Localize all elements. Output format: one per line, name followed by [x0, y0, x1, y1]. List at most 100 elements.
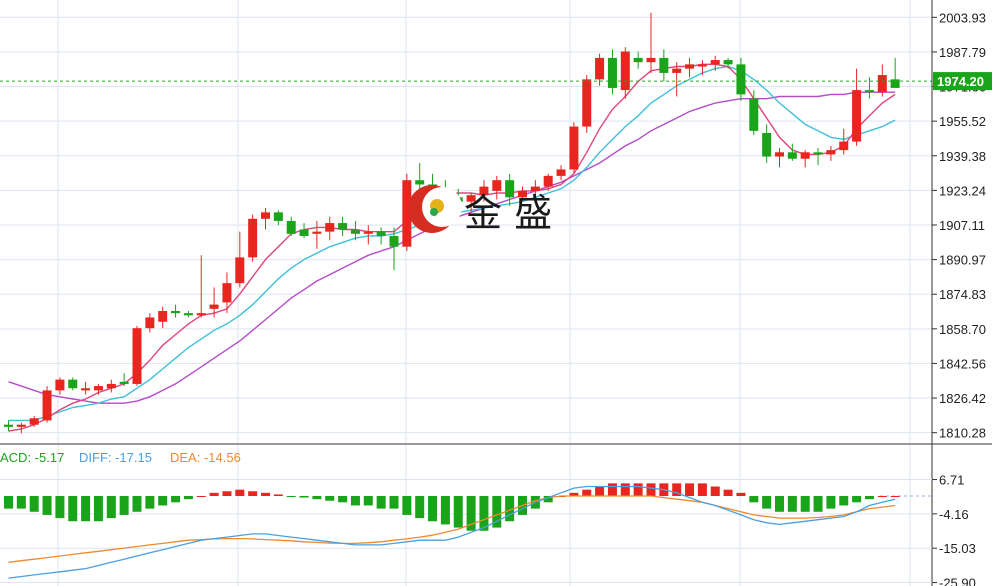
price-tick-label: 1907.11: [939, 218, 985, 233]
price-panel: [0, 0, 932, 444]
candle-body: [119, 381, 129, 384]
candle-body: [775, 152, 784, 157]
candle: [556, 165, 566, 181]
macd-bar: [492, 496, 502, 528]
candle: [350, 220, 360, 241]
candle-body: [222, 283, 232, 303]
candle: [106, 379, 116, 393]
macd-bar: [762, 496, 772, 509]
candle-body: [68, 379, 78, 389]
macd-tick-label: -15.03: [939, 541, 976, 556]
candle-body: [530, 186, 540, 191]
candle: [235, 231, 245, 288]
candle: [890, 57, 900, 88]
candle: [312, 220, 322, 249]
candle: [839, 128, 849, 155]
candle: [68, 377, 78, 391]
candle: [646, 12, 656, 73]
candle: [466, 193, 476, 213]
macd-bar: [775, 496, 784, 512]
macd-bar: [402, 496, 412, 515]
macd-bar: [415, 496, 425, 519]
price-tick-label: 1923.24: [939, 183, 986, 198]
dea-value-label: DEA: -14.56: [170, 450, 241, 465]
candle-body: [261, 212, 270, 219]
candle-body: [145, 317, 155, 329]
candle-body: [864, 90, 874, 93]
macd-bar: [890, 496, 900, 497]
candle: [620, 47, 630, 99]
macd-bar: [171, 496, 181, 503]
candle: [29, 416, 39, 427]
macd-bar: [338, 496, 348, 503]
macd-bar: [723, 489, 733, 496]
macd-bar: [582, 489, 592, 496]
macd-bar: [93, 496, 103, 522]
candle-body: [852, 90, 862, 142]
candle: [762, 124, 772, 164]
candle-body: [158, 311, 168, 322]
candle-body: [273, 212, 283, 221]
candle-body: [556, 169, 566, 176]
macd-bar: [55, 496, 65, 519]
candle-body: [813, 152, 823, 155]
candle-body: [659, 57, 669, 73]
price-axis-ticks: 2003.931987.791971.661955.521939.381923.…: [932, 10, 986, 441]
macd-bar: [42, 496, 52, 515]
candle-body: [672, 68, 682, 73]
candle: [492, 175, 502, 200]
candle: [42, 386, 52, 423]
candle-body: [183, 313, 193, 316]
price-tick-label: 1874.83: [939, 287, 986, 302]
candle-body: [248, 218, 258, 258]
macd-bar: [800, 496, 810, 512]
candle: [813, 148, 823, 166]
candle: [171, 304, 181, 318]
price-tick-label: 1842.56: [939, 356, 986, 371]
candle-body: [415, 180, 425, 185]
candle: [222, 272, 232, 314]
macd-bar: [543, 496, 553, 503]
candle: [787, 143, 797, 161]
candle-body: [839, 141, 849, 151]
diff-line: [8, 485, 896, 579]
candle-body: [29, 418, 39, 425]
price-tick-label: 1987.79: [939, 45, 986, 60]
candle-body: [350, 229, 360, 234]
candle: [261, 208, 270, 230]
candle: [209, 287, 219, 318]
macd-bar: [749, 496, 759, 503]
candle-body: [325, 223, 335, 232]
macd-bar: [672, 483, 682, 496]
macd-bar: [376, 496, 386, 509]
macd-bar: [710, 486, 720, 496]
macd-bar: [839, 496, 849, 506]
macd-bar: [607, 483, 617, 496]
current-price-badge: 1974.20: [933, 72, 992, 91]
macd-bar: [864, 496, 874, 500]
candle-body: [877, 75, 887, 93]
macd-bar: [852, 496, 862, 503]
macd-bar: [68, 496, 78, 522]
macd-bar: [826, 496, 836, 509]
candle-body: [479, 186, 489, 196]
macd-bar: [453, 496, 463, 528]
candle-body: [505, 180, 515, 198]
candle: [685, 57, 695, 78]
candle: [248, 214, 258, 262]
candle-body: [582, 79, 592, 127]
diff-value-label: DIFF: -17.15: [79, 450, 152, 465]
candle-body: [697, 64, 707, 67]
macd-tick-label: -25.90: [939, 576, 976, 586]
candle: [145, 313, 155, 333]
candle: [338, 216, 348, 236]
price-tick-label: 1939.38: [939, 149, 986, 164]
macd-axis-ticks: 6.71 -4.16 -15.03 -25.90: [932, 473, 976, 586]
candle: [569, 122, 579, 174]
macd-bar: [736, 492, 746, 496]
candle: [132, 326, 142, 387]
candle: [543, 173, 553, 191]
candle-body: [196, 313, 206, 316]
candle: [697, 60, 707, 76]
candle-body: [235, 257, 245, 284]
